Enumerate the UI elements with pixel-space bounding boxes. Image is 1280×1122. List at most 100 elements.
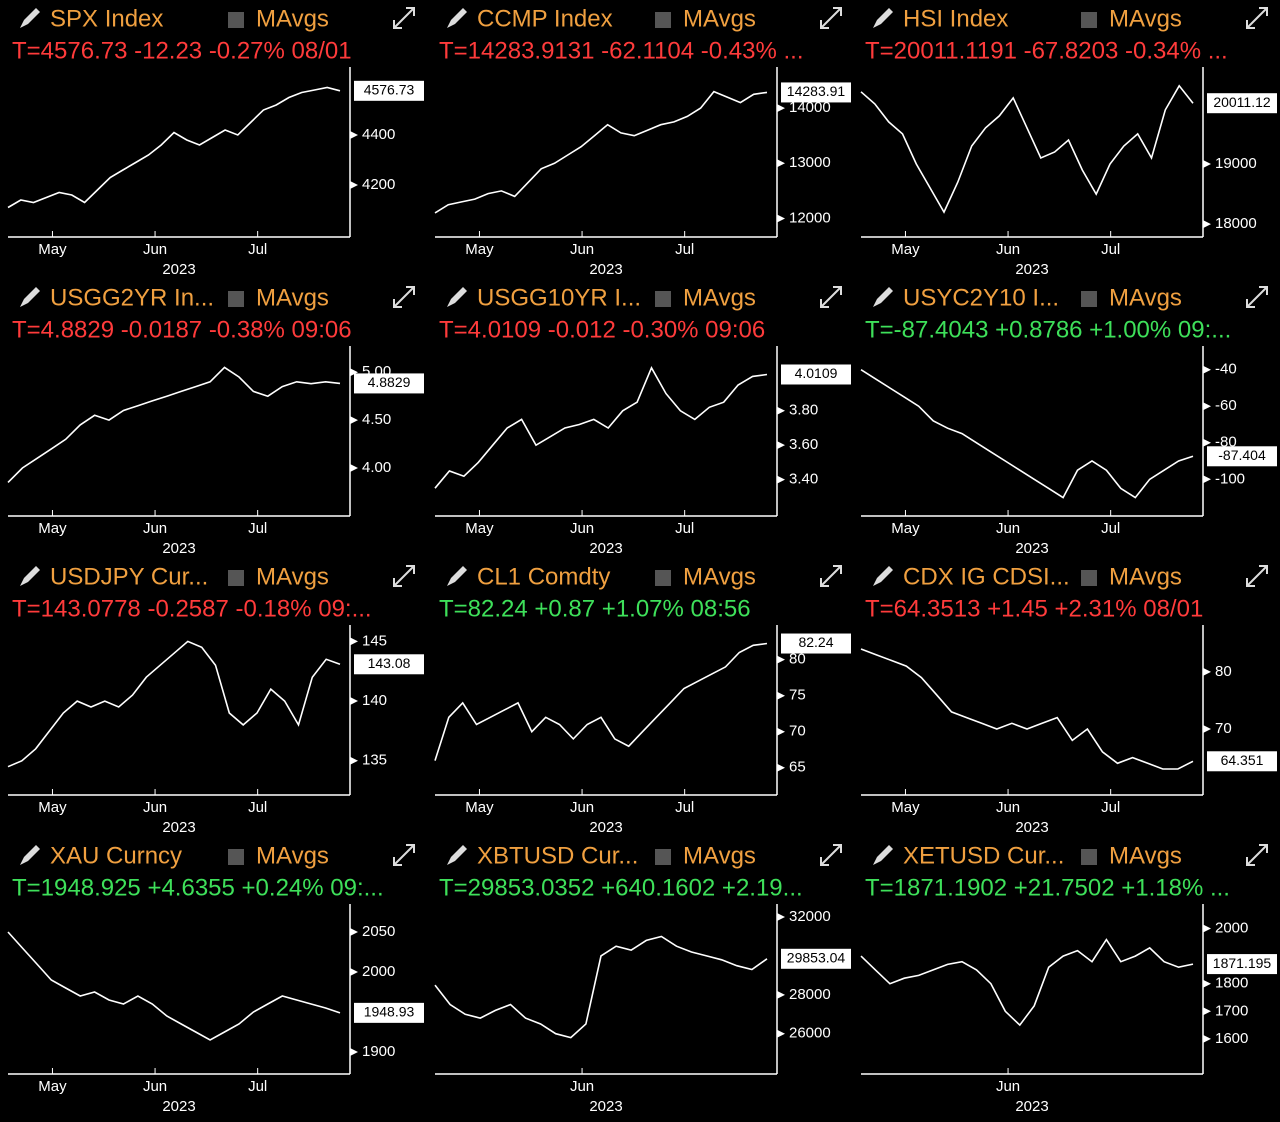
chart-title: USGG10YR I... (477, 284, 641, 311)
expand-icon[interactable] (820, 844, 842, 866)
y-tick (777, 990, 785, 999)
y-tick (1203, 924, 1211, 933)
edit-icon[interactable] (873, 566, 893, 586)
x-tick-label: Jun (996, 520, 1020, 537)
mavgs-label: MAvgs (256, 284, 329, 311)
y-tick (1203, 402, 1211, 411)
y-tick (777, 475, 785, 484)
edit-icon[interactable] (447, 566, 467, 586)
last-price-label: 20011.12 (1213, 94, 1271, 110)
expand-icon[interactable] (1246, 286, 1268, 308)
y-tick (777, 691, 785, 700)
y-tick-label: 3.80 (789, 402, 818, 419)
y-tick (350, 181, 358, 189)
mavgs-label: MAvgs (683, 5, 756, 32)
price-line (434, 935, 768, 1039)
x-year-label: 2023 (1015, 1098, 1048, 1115)
quote-line: T=14283.9131 -62.1104 -0.43% ... (439, 37, 804, 64)
mavgs-checkbox[interactable] (228, 570, 244, 586)
expand-icon[interactable] (820, 565, 842, 587)
mavgs-label: MAvgs (683, 563, 756, 590)
y-tick-label: 13000 (789, 154, 831, 171)
mavgs-checkbox[interactable] (228, 849, 244, 865)
quote-line: T=82.24 +0.87 +1.07% 08:56 (439, 595, 751, 622)
y-tick (1203, 1007, 1211, 1016)
mavgs-checkbox[interactable] (1081, 849, 1097, 865)
edit-icon[interactable] (20, 287, 40, 307)
x-tick-label: Jun (996, 799, 1020, 816)
expand-icon[interactable] (393, 286, 415, 308)
y-tick (350, 131, 358, 139)
price-line (7, 931, 341, 1041)
edit-icon[interactable] (447, 845, 467, 865)
x-tick-label: May (38, 1078, 67, 1095)
price-line (434, 90, 768, 214)
y-tick-label: 28000 (789, 986, 831, 1003)
x-year-label: 2023 (162, 540, 195, 557)
mavgs-checkbox[interactable] (655, 849, 671, 865)
x-tick-label: Jun (996, 241, 1020, 258)
mavgs-checkbox[interactable] (1081, 291, 1097, 307)
edit-icon[interactable] (873, 8, 893, 28)
x-tick-label: Jun (570, 241, 594, 258)
price-line (434, 365, 768, 489)
x-year-label: 2023 (589, 540, 622, 557)
edit-icon[interactable] (873, 845, 893, 865)
last-price-box (781, 948, 851, 969)
y-tick-label: 3.60 (789, 436, 818, 453)
x-year-label: 2023 (1015, 261, 1048, 278)
edit-icon[interactable] (447, 287, 467, 307)
x-tick-label: Jun (143, 1078, 167, 1095)
expand-icon[interactable] (393, 844, 415, 866)
edit-icon[interactable] (447, 8, 467, 28)
x-tick-label: May (891, 799, 920, 816)
x-tick-label: May (38, 520, 67, 537)
last-price-box (354, 80, 424, 101)
y-tick (1203, 725, 1211, 733)
expand-icon[interactable] (820, 286, 842, 308)
y-tick (1203, 979, 1211, 988)
edit-icon[interactable] (20, 845, 40, 865)
price-line (860, 84, 1194, 214)
mavgs-checkbox[interactable] (655, 570, 671, 586)
expand-icon[interactable] (1246, 565, 1268, 587)
y-tick (777, 104, 785, 113)
x-year-label: 2023 (589, 1098, 622, 1115)
x-tick-label: Jun (570, 520, 594, 537)
chart-title: CCMP Index (477, 5, 613, 32)
y-tick-label: 80 (1215, 663, 1232, 680)
y-tick-label: 70 (1215, 720, 1232, 737)
mavgs-checkbox[interactable] (655, 12, 671, 28)
mavgs-label: MAvgs (1109, 842, 1182, 869)
expand-icon[interactable] (1246, 844, 1268, 866)
price-line (860, 938, 1194, 1027)
mavgs-checkbox[interactable] (655, 291, 671, 307)
x-year-label: 2023 (589, 261, 622, 278)
y-tick (1203, 220, 1211, 229)
expand-icon[interactable] (820, 7, 842, 29)
mavgs-checkbox[interactable] (228, 12, 244, 28)
mavgs-checkbox[interactable] (1081, 570, 1097, 586)
expand-icon[interactable] (393, 565, 415, 587)
expand-icon[interactable] (393, 7, 415, 29)
quote-line: T=4.0109 -0.012 -0.30% 09:06 (439, 316, 765, 343)
edit-icon[interactable] (20, 566, 40, 586)
x-tick-label: Jul (1101, 241, 1120, 258)
y-tick (350, 968, 358, 976)
last-price-box (354, 373, 424, 394)
last-price-box (781, 82, 851, 103)
y-tick-label: 1700 (1215, 1002, 1248, 1019)
mavgs-checkbox[interactable] (1081, 12, 1097, 28)
last-price-label: 1948.93 (364, 1004, 415, 1020)
chart-panel: USYC2Y10 I... MAvgs T=-87.4043 +0.8786 +1.… (860, 284, 1277, 557)
chart-title: CDX IG CDSI... (903, 563, 1070, 590)
last-price-label: 4.8829 (368, 374, 411, 390)
y-tick-label: 70 (789, 723, 806, 740)
expand-icon[interactable] (1246, 7, 1268, 29)
y-tick-label: 4.50 (362, 411, 391, 428)
edit-icon[interactable] (873, 287, 893, 307)
edit-icon[interactable] (20, 8, 40, 28)
y-tick (1203, 160, 1211, 169)
mavgs-checkbox[interactable] (228, 291, 244, 307)
y-tick (350, 928, 358, 936)
